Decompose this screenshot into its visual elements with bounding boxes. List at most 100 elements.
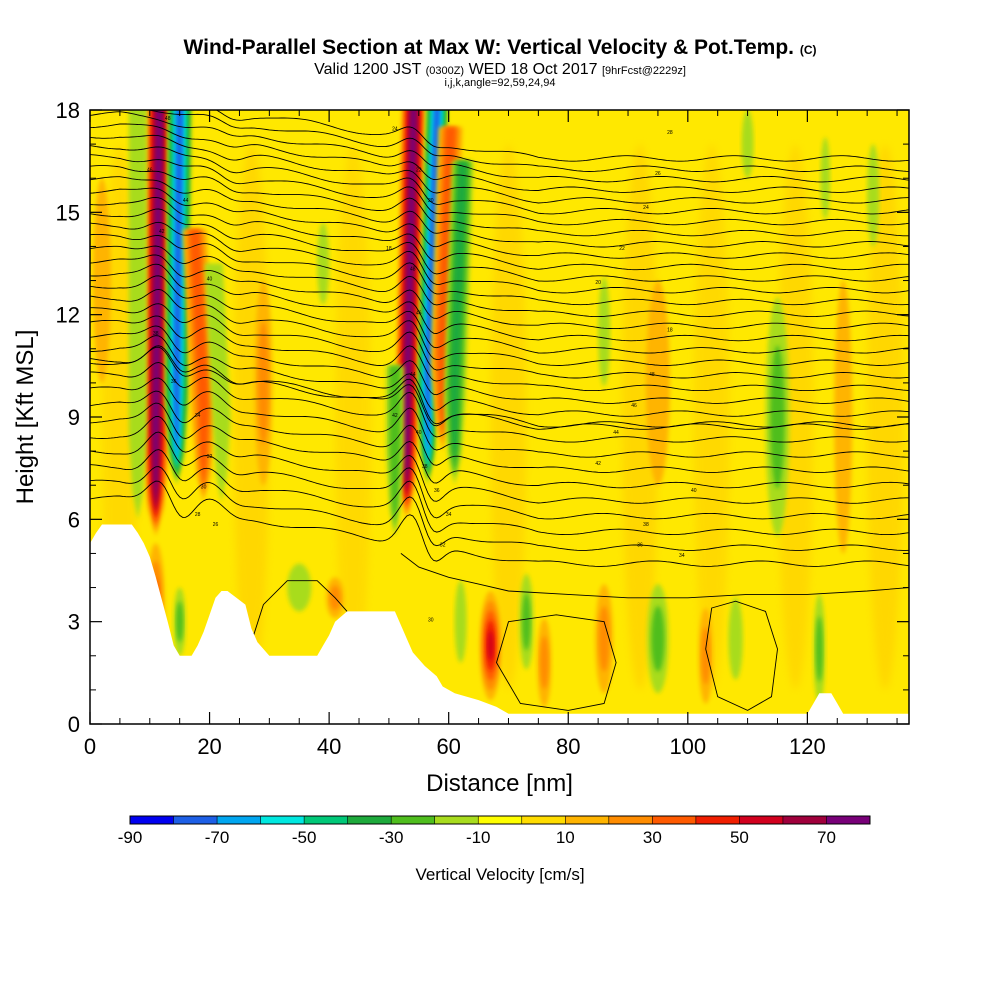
isentrope-line [215, 110, 909, 162]
isentrope-line [90, 233, 909, 306]
isentrope-line [90, 335, 909, 417]
contour-label: 26 [655, 171, 661, 177]
velocity-plume [389, 365, 401, 531]
terrain [90, 524, 909, 724]
velocity-cell [651, 605, 665, 672]
low-contour [400, 553, 909, 599]
colorbar-swatch [478, 816, 523, 824]
velocity-cell [834, 280, 853, 554]
colorbar-label: -90 [118, 828, 143, 847]
isentrope-line [90, 154, 909, 226]
y-tick-label: 6 [68, 507, 80, 532]
low-contour [705, 600, 778, 711]
valid-fcst: [9hrFcst@2229z] [601, 65, 686, 77]
colorbar-swatch [782, 816, 827, 824]
contour-label: 26 [213, 522, 219, 528]
velocity-cell [487, 630, 494, 661]
colorbar-title: Vertical Velocity [cm/s] [415, 865, 584, 884]
valid-utc: (0300Z) [425, 65, 465, 77]
colorbar-swatch [695, 816, 740, 824]
y-tick-label: 3 [68, 610, 80, 635]
isentrope-line [90, 187, 909, 259]
field-band [622, 144, 658, 690]
contour-label: 34 [679, 553, 685, 559]
contour-label: 28 [667, 130, 673, 136]
contour-label: 44 [613, 430, 619, 436]
velocity-cell [317, 222, 330, 305]
y-tick-label: 12 [56, 303, 80, 328]
colorbar-swatch [434, 816, 479, 824]
isentrope-line [90, 123, 909, 193]
low-contour [250, 580, 348, 643]
isentrope-line [90, 431, 909, 520]
contour-label: 40 [416, 430, 422, 436]
isentrope-line [90, 254, 909, 330]
isentrope-line [90, 377, 909, 458]
x-tick-label: 40 [317, 734, 341, 759]
colorbar-label: -10 [466, 828, 491, 847]
velocity-cell [701, 627, 711, 685]
isentrope-line [90, 221, 909, 294]
field-band [233, 144, 270, 690]
contour-label: 28 [195, 512, 201, 518]
colorbar-swatch [826, 816, 871, 824]
velocity-cell [770, 345, 785, 489]
contour-label: 32 [207, 454, 213, 460]
velocity-cell [820, 137, 831, 220]
contour-label: 48 [649, 372, 655, 378]
valid-date: WED 18 Oct 2017 [468, 61, 598, 78]
isentrope-line [90, 325, 909, 404]
isentrope-line [90, 165, 909, 237]
contour-label: 42 [595, 461, 601, 467]
velocity-cell [257, 321, 269, 445]
velocity-cell [815, 616, 823, 682]
contour-label: 36 [434, 488, 440, 494]
colorbar-swatch [217, 816, 261, 824]
colorbar-swatch [739, 816, 784, 824]
potential-temperature-contours: 48 46 44 42 40 38 36 34 32 30 28 26 24 22 20 18 48 46 44 42… [90, 110, 909, 711]
x-tick-label: 80 [556, 734, 580, 759]
field-band [335, 144, 371, 690]
contour-label: 22 [619, 246, 625, 252]
title-main: Wind-Parallel Section at Max W: Vertical… [183, 36, 794, 59]
colorbar-label: -30 [379, 828, 404, 847]
velocity-cell [598, 605, 610, 672]
colorbar-label: -70 [205, 828, 230, 847]
contour-label: 18 [667, 328, 673, 334]
colorbar-swatch [521, 816, 566, 824]
contour-label: 24 [643, 205, 649, 211]
isentrope-line [90, 480, 909, 567]
valid-prefix: Valid 1200 JST [314, 61, 422, 78]
colorbar-label: 10 [556, 828, 575, 847]
x-tick-label: 100 [669, 734, 706, 759]
y-tick-label: 18 [56, 98, 80, 123]
velocity-cell [728, 597, 743, 680]
colorbar-swatch [565, 816, 610, 824]
velocity-cell [522, 593, 531, 651]
colorbar-swatch [347, 816, 392, 824]
colorbar-frame [129, 815, 871, 825]
contour-label: 34 [446, 512, 452, 518]
velocity-plume [425, 110, 440, 460]
colorbar-label: -50 [292, 828, 317, 847]
colorbar-label: 70 [817, 828, 836, 847]
colorbar-swatch [608, 816, 653, 824]
y-tick-label: 15 [56, 200, 80, 225]
velocity-cell [92, 178, 111, 383]
y-axis-title: Height [Kft MSL] [12, 330, 39, 505]
colorbar-swatch [173, 816, 218, 824]
isentrope-line [90, 245, 909, 318]
colorbar-swatch [304, 816, 348, 824]
x-tick-label: 120 [789, 734, 826, 759]
contour-label: 22 [416, 167, 422, 173]
colorbar: -90 -70 -50 -30 -10 10 30 50 70 Vertical Velocity… [118, 815, 871, 884]
isentrope-line [90, 415, 909, 504]
contour-label: 20 [428, 198, 434, 204]
isentrope-line [90, 449, 909, 536]
colorbar-swatch [130, 816, 174, 824]
velocity-cell [598, 277, 611, 387]
contour-label: 36 [637, 543, 643, 549]
contour-label: 44 [410, 372, 416, 378]
velocity-cell [454, 580, 467, 663]
